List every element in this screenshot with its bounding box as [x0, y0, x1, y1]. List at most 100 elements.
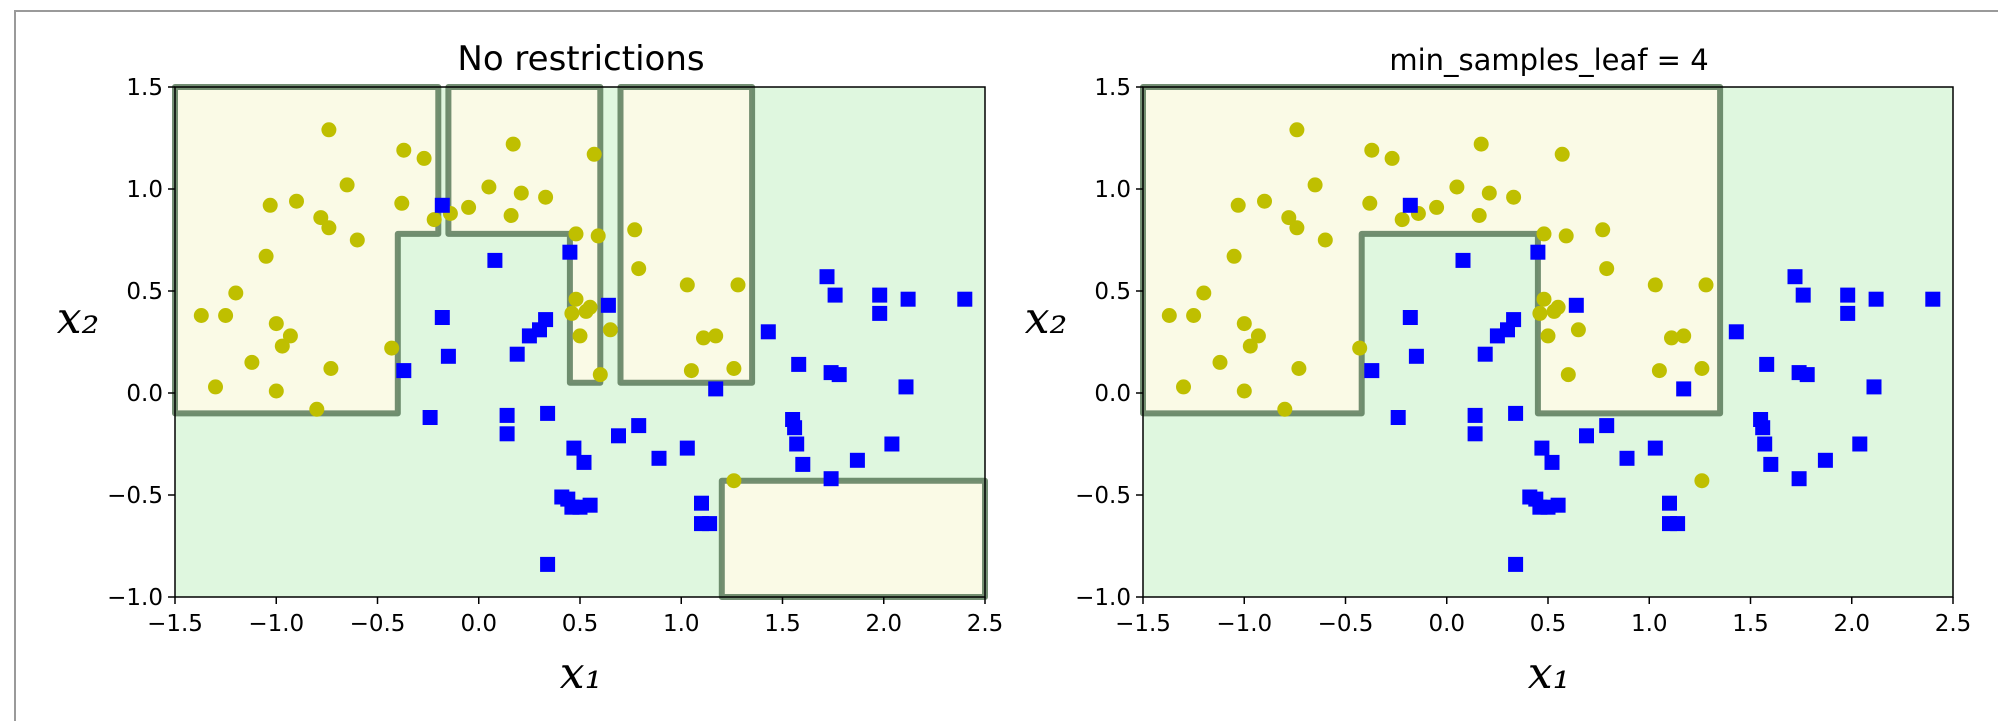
point-square — [1477, 346, 1493, 362]
y-tick-label: 0.5 — [126, 279, 163, 305]
point-circle — [1554, 146, 1570, 162]
point-circle — [1289, 220, 1305, 236]
y-tick-label: 1.5 — [126, 75, 163, 101]
point-square — [787, 420, 803, 436]
x-tick-label: −1.5 — [147, 611, 203, 637]
point-square — [1757, 436, 1773, 452]
region-class0-left-3 — [718, 477, 988, 600]
point-circle — [1364, 142, 1380, 158]
point-square — [582, 497, 598, 513]
point-circle — [1560, 367, 1576, 383]
point-circle — [1532, 305, 1548, 321]
chart-title-left: No restrictions — [457, 39, 704, 79]
point-circle — [627, 222, 643, 238]
x-ticks-left: −1.5 −1.0 −0.5 0.0 0.5 1.0 1.5 2.0 2.5 — [147, 597, 1003, 637]
region-class0-left-2 — [617, 84, 756, 386]
x-tick-label: 2.5 — [967, 611, 1004, 637]
x-tick-label: 2.0 — [1833, 611, 1870, 637]
point-square — [1840, 287, 1856, 303]
point-square — [1467, 426, 1483, 442]
point-circle — [1212, 354, 1228, 370]
y-tick-label: 0.0 — [126, 381, 163, 407]
point-square — [819, 269, 835, 285]
point-square — [576, 454, 592, 470]
point-circle — [1317, 232, 1333, 248]
point-square — [1728, 324, 1744, 340]
point-square — [1840, 305, 1856, 321]
point-circle — [513, 185, 529, 201]
point-circle — [696, 330, 711, 346]
point-circle — [384, 340, 400, 356]
point-circle — [208, 379, 223, 395]
y-ticks-left: −1.0 −0.5 0.0 0.5 1.0 1.5 — [107, 75, 175, 611]
point-square — [1763, 456, 1779, 472]
point-circle — [602, 322, 618, 338]
point-circle — [1550, 299, 1566, 315]
point-circle — [1694, 361, 1710, 376]
point-circle — [394, 195, 410, 211]
point-circle — [1236, 383, 1252, 399]
point-square — [1795, 287, 1811, 303]
point-square — [1544, 454, 1560, 470]
point-circle — [258, 248, 274, 264]
point-circle — [1291, 361, 1307, 376]
point-circle — [726, 361, 742, 376]
point-circle — [586, 146, 602, 162]
point-circle — [339, 177, 355, 193]
point-circle — [730, 277, 746, 293]
point-square — [872, 305, 888, 321]
x-tick-label: 0.0 — [460, 611, 497, 637]
x-tick-label: −1.0 — [248, 611, 304, 637]
point-circle — [538, 189, 554, 205]
point-square — [1799, 367, 1815, 383]
point-square — [1508, 405, 1524, 421]
point-circle — [1694, 473, 1710, 489]
point-circle — [262, 197, 278, 213]
point-square — [1530, 244, 1546, 260]
point-circle — [349, 232, 365, 248]
point-square — [1662, 495, 1677, 511]
point-square — [760, 324, 776, 340]
point-square — [1508, 556, 1524, 572]
y-axis-label-left: x₂ — [57, 293, 99, 344]
point-square — [1550, 497, 1566, 513]
y-tick-label: 1.5 — [1094, 75, 1131, 101]
point-circle — [1536, 291, 1552, 307]
point-circle — [1647, 277, 1663, 293]
point-circle — [461, 199, 477, 215]
point-square — [540, 556, 556, 572]
y-tick-label: −1.0 — [1075, 585, 1131, 611]
point-circle — [1277, 401, 1293, 417]
point-circle — [1481, 185, 1497, 201]
point-circle — [289, 193, 304, 209]
point-circle — [1676, 328, 1692, 344]
x-tick-label: 0.0 — [1428, 611, 1465, 637]
point-circle — [564, 305, 580, 321]
point-square — [791, 356, 807, 372]
x-ticks-right: −1.5 −1.0 −0.5 0.0 0.5 1.0 1.5 2.0 2.5 — [1115, 597, 1971, 637]
point-circle — [683, 363, 699, 379]
point-circle — [1250, 328, 1266, 344]
x-tick-label: 2.5 — [1935, 611, 1972, 637]
point-circle — [416, 150, 432, 166]
point-square — [600, 297, 616, 313]
point-square — [694, 495, 709, 511]
x-tick-label: 1.0 — [1631, 611, 1668, 637]
point-circle — [592, 367, 608, 383]
point-circle — [268, 383, 284, 399]
chart-left: No restrictions −1.5 −1.0 −0.5 0.0 0.5 1.0 1.5… — [57, 39, 1004, 699]
x-axis-label-left: x₁ — [560, 648, 602, 699]
point-circle — [244, 354, 260, 370]
point-square — [434, 310, 450, 325]
point-circle — [321, 122, 337, 138]
point-circle — [1161, 308, 1177, 323]
point-circle — [1429, 199, 1445, 215]
point-square — [566, 440, 582, 456]
point-circle — [1540, 328, 1556, 344]
point-circle — [582, 299, 598, 315]
point-circle — [1196, 285, 1212, 301]
point-circle — [1186, 308, 1202, 323]
point-square — [789, 436, 805, 452]
point-square — [499, 407, 515, 423]
point-circle — [1281, 210, 1297, 226]
